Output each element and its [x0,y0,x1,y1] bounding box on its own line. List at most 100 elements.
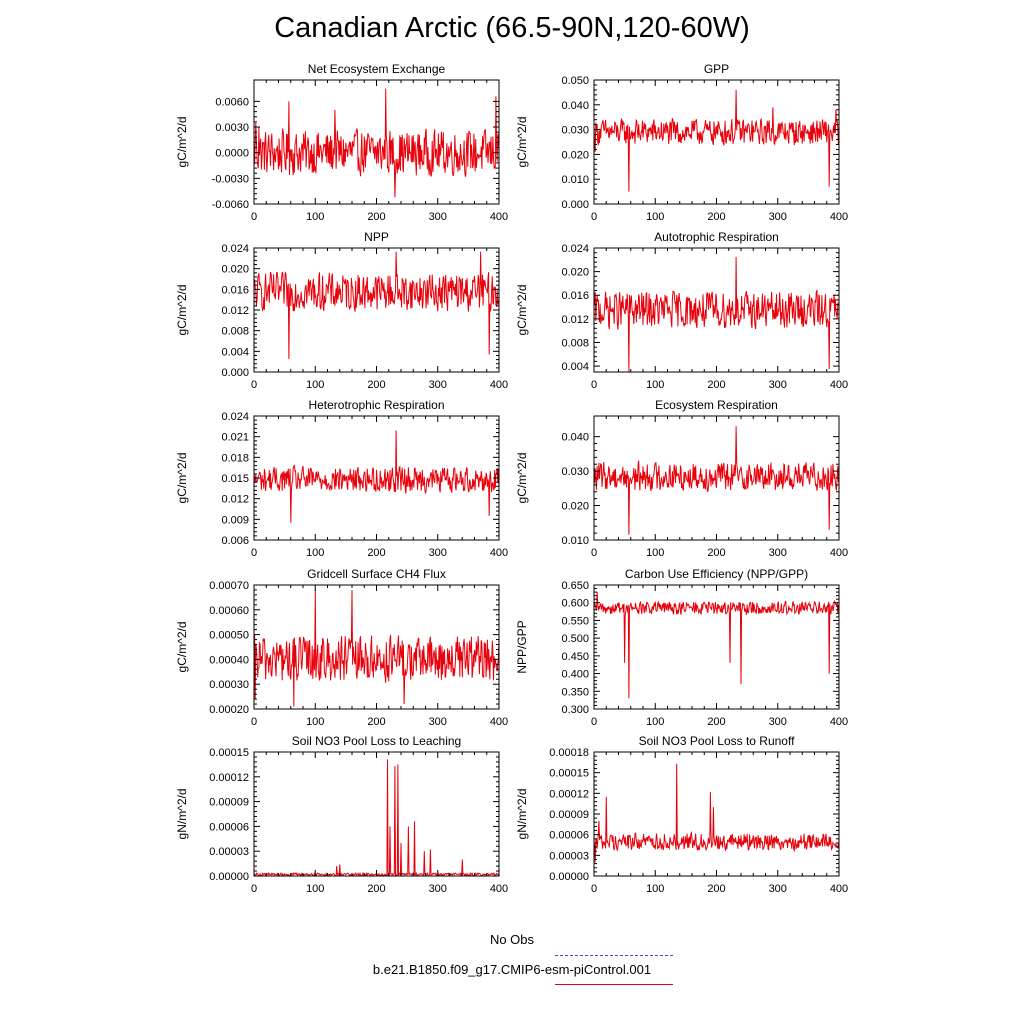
y-tick-label: 0.650 [561,580,589,592]
x-tick-label: 100 [646,883,664,895]
x-tick-label: 200 [367,211,385,223]
x-tick-label: 200 [367,883,385,895]
legend-obs-line [555,955,673,956]
series-line [253,251,500,360]
legend-model-line [555,984,673,985]
plot-frame [253,751,500,877]
y-tick-label: 0.016 [221,284,249,296]
y-tick-label: 0.024 [561,243,589,255]
y-tick-label: 0.00006 [549,830,589,842]
y-tick-label: 0.00050 [209,630,249,642]
y-axis-label: gN/m^2/d [515,789,529,840]
y-tick-label: 0.010 [561,535,589,547]
series-line [253,88,500,198]
panel-4: Heterotrophic Respiration gC/m^2/d 0.006 0.… [175,398,508,559]
y-axis-label: gN/m^2/d [175,789,189,840]
series-line [253,759,500,878]
x-tick-label: 200 [707,211,725,223]
x-tick-label: 300 [429,716,447,728]
panel-title: Autotrophic Respiration [654,230,779,244]
panel-title: Net Ecosystem Exchange [308,62,446,76]
y-tick-label: 0.008 [561,337,589,349]
x-tick-label: 100 [306,379,324,391]
panel-3: Autotrophic Respiration gC/m^2/d 0.004 0.00… [515,230,848,391]
x-tick-label: 300 [769,379,787,391]
x-tick-label: 300 [769,547,787,559]
x-tick-label: 0 [251,211,257,223]
y-tick-label: 0.030 [561,125,589,137]
x-tick-label: 300 [769,716,787,728]
x-tick-label: 100 [306,716,324,728]
y-tick-label: 0.012 [221,305,249,317]
series-line [253,589,500,707]
x-tick-label: 300 [429,211,447,223]
x-tick-label: 200 [707,547,725,559]
panel-title: Heterotrophic Respiration [308,398,444,412]
y-tick-label: 0.00000 [549,871,589,883]
x-tick-label: 0 [251,547,257,559]
x-tick-label: 400 [490,379,508,391]
panel-2: NPP gC/m^2/d 0.000 0.004 0.008 0.012 0.016 0.02… [175,230,508,391]
y-tick-label: 0.012 [561,314,589,326]
x-tick-label: 0 [591,547,597,559]
y-tick-label: 0.024 [221,243,249,255]
x-tick-label: 200 [707,716,725,728]
x-tick-label: 100 [306,211,324,223]
y-tick-label: 0.018 [221,452,249,464]
y-tick-label: 0.400 [561,669,589,681]
series-line [593,256,840,373]
legend-model-label: b.e21.B1850.f09_g17.CMIP6-esm-piControl.… [372,962,652,977]
x-tick-label: 400 [830,211,848,223]
y-tick-label: 0.00000 [209,871,249,883]
y-tick-label: 0.020 [561,501,589,513]
y-tick-label: 0.016 [561,290,589,302]
y-tick-label: -0.0030 [212,173,249,185]
y-tick-label: 0.300 [561,704,589,716]
x-tick-label: 0 [251,716,257,728]
y-tick-label: 0.020 [221,264,249,276]
series-line [593,89,840,192]
x-tick-label: 300 [429,379,447,391]
panel-title: Soil NO3 Pool Loss to Runoff [639,734,796,748]
y-tick-label: 0.006 [221,535,249,547]
y-tick-label: 0.040 [561,432,589,444]
y-axis-label: gC/m^2/d [175,622,189,673]
panel-title: NPP [364,230,389,244]
panel-7: Carbon Use Efficiency (NPP/GPP) NPP/GPP 0.… [515,567,848,728]
y-tick-label: 0.020 [561,267,589,279]
legend-obs-label: No Obs [489,932,535,947]
y-axis-label: NPP/GPP [515,620,529,673]
y-tick-label: 0.00040 [209,654,249,666]
y-tick-label: 0.021 [221,432,249,444]
series-line [593,426,840,535]
y-tick-label: 0.00012 [549,788,589,800]
x-tick-label: 100 [646,716,664,728]
y-tick-label: 0.0030 [215,122,249,134]
y-tick-label: 0.500 [561,633,589,645]
y-tick-label: 0.020 [561,149,589,161]
panel-0: Net Ecosystem Exchange gC/m^2/d -0.0060 -0.… [175,62,508,223]
y-tick-label: 0.550 [561,615,589,627]
x-tick-label: 400 [490,883,508,895]
plot-frame [593,751,840,877]
y-tick-label: 0.00018 [549,747,589,759]
panel-9: Soil NO3 Pool Loss to Runoff gN/m^2/d 0.00… [515,734,848,895]
series-line [593,592,840,699]
y-tick-label: 0.350 [561,686,589,698]
y-tick-label: 0.015 [221,473,249,485]
x-tick-label: 0 [591,883,597,895]
x-tick-label: 300 [769,211,787,223]
series-line [593,763,840,863]
x-tick-label: 400 [830,379,848,391]
y-tick-label: 0.050 [561,75,589,87]
panel-8: Soil NO3 Pool Loss to Leaching gN/m^2/d 0.… [175,734,508,895]
y-tick-label: 0.00003 [549,850,589,862]
y-tick-label: 0.000 [561,199,589,211]
y-axis-label: gC/m^2/d [175,117,189,168]
y-tick-label: 0.00006 [209,821,249,833]
y-tick-label: 0.00009 [209,797,249,809]
y-tick-label: 0.024 [221,411,249,423]
plot-frame [253,247,500,373]
y-tick-label: 0.00003 [209,846,249,858]
x-tick-label: 200 [367,716,385,728]
